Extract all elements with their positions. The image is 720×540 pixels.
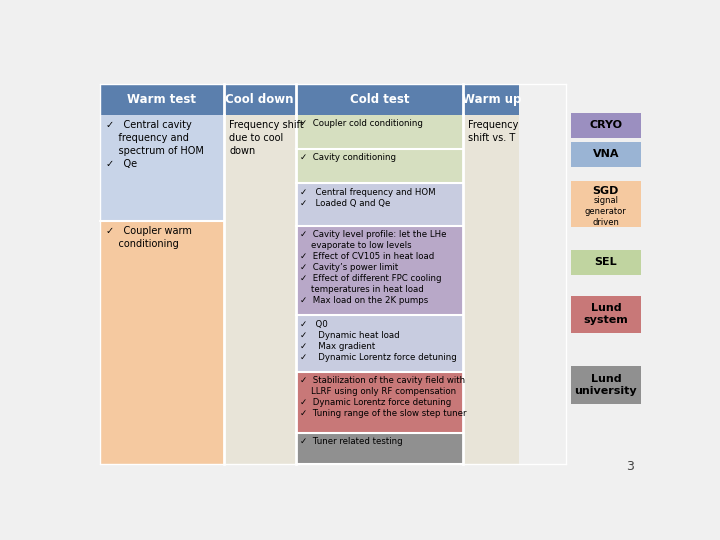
Bar <box>571 141 641 167</box>
Bar <box>296 372 464 433</box>
Bar <box>100 114 223 221</box>
Bar <box>571 181 641 227</box>
Bar <box>296 315 464 372</box>
Bar <box>296 184 464 226</box>
Text: SEL: SEL <box>595 257 617 267</box>
Bar <box>296 84 464 114</box>
Text: ✓  Tuner related testing: ✓ Tuner related testing <box>300 437 402 446</box>
Bar <box>464 114 519 464</box>
Bar <box>464 84 519 114</box>
Bar <box>223 114 296 464</box>
Bar <box>100 84 223 114</box>
Text: ✓   Q0
✓    Dynamic heat load
✓    Max gradient
✓    Dynamic Lorentz force detun: ✓ Q0 ✓ Dynamic heat load ✓ Max gradient … <box>300 320 457 362</box>
Text: VNA: VNA <box>593 149 619 159</box>
Bar <box>296 226 464 315</box>
Text: ✓  Cavity level profile: let the LHe
    evaporate to low levels
✓  Effect of CV: ✓ Cavity level profile: let the LHe evap… <box>300 230 446 305</box>
Text: Warm up: Warm up <box>462 92 521 106</box>
Text: CRYO: CRYO <box>590 120 622 130</box>
Text: ✓  Cavity conditioning: ✓ Cavity conditioning <box>300 153 396 162</box>
Bar <box>100 221 223 464</box>
Text: Cool down: Cool down <box>225 92 294 106</box>
Text: ✓  Coupler cold conditioning: ✓ Coupler cold conditioning <box>300 119 423 128</box>
Bar <box>296 149 464 184</box>
Bar <box>296 433 464 464</box>
Bar <box>571 366 641 404</box>
Text: Frequency shift
due to cool
down: Frequency shift due to cool down <box>229 120 304 156</box>
Text: Frequency
shift vs. T: Frequency shift vs. T <box>468 120 518 143</box>
Text: Warm test: Warm test <box>127 92 197 106</box>
Bar <box>223 84 296 114</box>
Bar <box>571 295 641 333</box>
Bar <box>571 113 641 138</box>
Text: Lund
system: Lund system <box>583 303 629 325</box>
Text: ✓   Central cavity
    frequency and
    spectrum of HOM
✓   Qe: ✓ Central cavity frequency and spectrum … <box>106 120 204 169</box>
Text: Lund
university: Lund university <box>575 374 637 396</box>
Text: ✓   Central frequency and HOM
✓   Loaded Q and Qe: ✓ Central frequency and HOM ✓ Loaded Q a… <box>300 188 436 208</box>
Text: signal
generator
driven: signal generator driven <box>585 196 626 227</box>
Text: Cold test: Cold test <box>350 92 410 106</box>
Text: ✓  Stabilization of the cavity field with
    LLRF using only RF compensation
✓ : ✓ Stabilization of the cavity field with… <box>300 376 467 418</box>
Text: 3: 3 <box>626 460 634 473</box>
Text: SGD: SGD <box>593 186 619 196</box>
Bar <box>571 250 641 275</box>
Bar <box>296 114 464 149</box>
Text: ✓   Coupler warm
    conditioning: ✓ Coupler warm conditioning <box>106 226 192 249</box>
